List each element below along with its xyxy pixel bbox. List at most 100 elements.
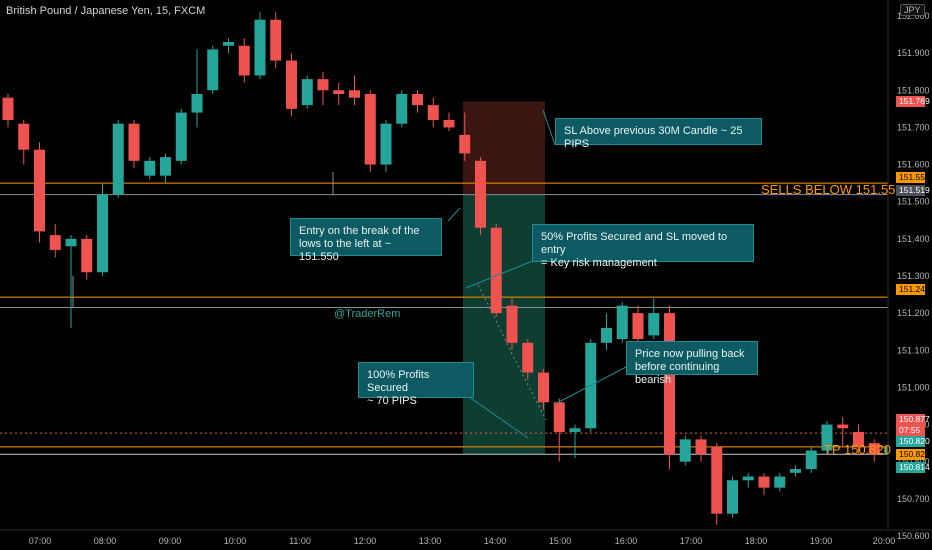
x-tick-label: 07:00 <box>29 536 52 546</box>
candle-body <box>601 327 612 343</box>
candle-body <box>207 49 219 91</box>
price-badge: 151.769 <box>896 96 930 107</box>
author-credit: @TraderRem <box>334 308 401 320</box>
candle-body <box>853 431 864 447</box>
chart-title: British Pound / Japanese Yen, 15, FXCM <box>6 5 206 17</box>
candle-body <box>790 469 801 473</box>
x-tick-label: 15:00 <box>549 536 572 546</box>
entry-annotation-line1: Entry on the break of the <box>299 225 420 237</box>
candle-body <box>679 439 691 462</box>
price-badge: 150.820 <box>896 449 930 460</box>
y-tick-label: 150.600 <box>897 531 930 541</box>
candle-body <box>427 105 439 120</box>
half-profit-line2: = Key risk management <box>541 257 657 269</box>
candle-body <box>695 439 707 455</box>
candle-body <box>538 372 549 403</box>
tp-label: TP 150.820 <box>824 442 891 457</box>
candle-body <box>223 41 234 46</box>
price-badge: 150.814 <box>896 462 930 473</box>
price-badge: 151.519 <box>896 185 930 196</box>
annotation-pointer <box>461 391 529 439</box>
y-tick-label: 151.100 <box>897 345 930 355</box>
full-profit-line2: ~ 70 PIPS <box>367 395 417 407</box>
candle-body <box>664 313 675 455</box>
y-tick-label: 151.000 <box>897 382 930 392</box>
x-tick-label: 12:00 <box>354 536 377 546</box>
candle-body <box>396 93 408 124</box>
projected-path <box>477 284 547 421</box>
x-tick-label: 09:00 <box>159 536 182 546</box>
candle-body <box>648 313 660 336</box>
candle-body <box>727 480 738 514</box>
x-tick-label: 13:00 <box>419 536 442 546</box>
y-tick-label: 151.600 <box>897 160 930 170</box>
candle-body <box>144 160 156 176</box>
candle-body <box>81 238 93 273</box>
candle-body <box>569 428 581 432</box>
candle-body <box>175 112 187 161</box>
full-profit-annotation: 100% Profits Secured ~ 70 PIPS <box>358 362 474 407</box>
entry-annotation: Entry on the break of the lows to the le… <box>290 218 442 263</box>
price-badge: 151.550 <box>896 172 930 183</box>
currency-badge[interactable]: JPY <box>900 4 925 16</box>
y-tick-label: 150.800 <box>897 457 930 467</box>
candle-body <box>160 157 171 176</box>
candle-body <box>333 90 345 94</box>
y-tick-label: 151.500 <box>897 197 930 207</box>
candle-body <box>868 443 880 455</box>
take-profit-zone <box>463 194 545 455</box>
candle-body <box>97 194 108 273</box>
candle-body <box>805 450 817 470</box>
candle-body <box>837 424 849 429</box>
sl-annotation: SL Above previous 30M Candle ~ 25 PIPS <box>555 118 762 150</box>
candle-body <box>742 476 754 481</box>
candle-body <box>443 119 455 128</box>
candle-body <box>128 123 140 161</box>
candle-body <box>506 305 518 343</box>
candle-body <box>254 19 266 76</box>
x-tick-label: 11:00 <box>289 536 311 546</box>
candle-body <box>65 238 77 247</box>
sells-below-label: SELLS BELOW 151.550 <box>761 182 903 197</box>
candle-body <box>349 90 360 98</box>
price-badge: 07:55 <box>896 425 925 436</box>
candle-body <box>758 476 770 488</box>
y-tick-label: 151.800 <box>897 85 930 95</box>
candle-body <box>412 93 423 106</box>
x-tick-label: 08:00 <box>94 536 117 546</box>
x-tick-label: 14:00 <box>484 536 507 546</box>
y-tick-label: 151.400 <box>897 234 930 244</box>
half-profit-annotation: 50% Profits Secured and SL moved to entr… <box>532 224 754 269</box>
y-tick-label: 151.200 <box>897 308 930 318</box>
candle-body <box>522 342 534 373</box>
candle-body <box>49 235 61 250</box>
candle-body <box>301 79 313 106</box>
candle-body <box>616 305 628 340</box>
candle-body <box>238 45 250 76</box>
y-tick-label: 151.900 <box>897 48 930 58</box>
x-tick-label: 16:00 <box>615 536 638 546</box>
entry-annotation-line2: lows to the left at ~ 151.550 <box>299 238 392 263</box>
candle-body <box>490 227 502 314</box>
y-tick-label: 152.000 <box>897 11 930 21</box>
candle-body <box>380 123 392 165</box>
candle-body <box>553 402 565 432</box>
y-tick-label: 151.700 <box>897 122 930 132</box>
x-tick-label: 10:00 <box>224 536 247 546</box>
sl-annotation-text: SL Above previous 30M Candle ~ 25 PIPS <box>564 125 743 150</box>
candle-body <box>475 160 486 228</box>
x-tick-label: 17:00 <box>680 536 703 546</box>
price-badge: 150.820 <box>896 436 930 447</box>
pullback-line2: before continuing bearish <box>635 361 720 386</box>
annotation-pointer <box>465 257 541 289</box>
candle-body <box>364 93 376 165</box>
annotation-pointer <box>554 365 629 405</box>
x-tick-label: 20:00 <box>873 536 896 546</box>
candle-body <box>34 149 45 232</box>
x-tick-label: 18:00 <box>745 536 768 546</box>
full-profit-line1: 100% Profits Secured <box>367 369 430 394</box>
candle-body <box>191 93 203 113</box>
candle-body <box>632 313 644 340</box>
candle-body <box>821 424 833 451</box>
